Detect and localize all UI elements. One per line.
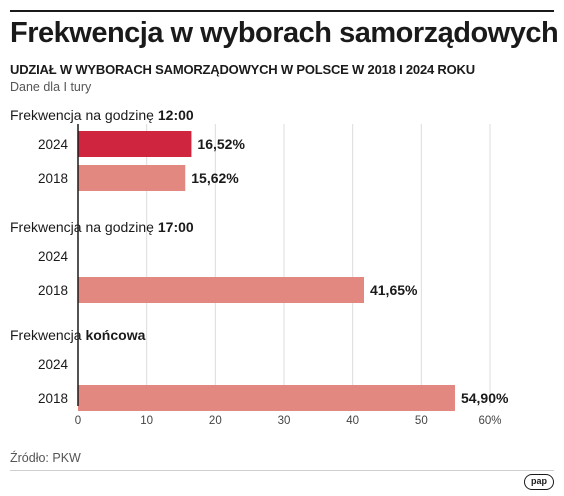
section-title: Frekwencja na godzinę 17:00 xyxy=(10,219,194,235)
bar xyxy=(78,165,186,191)
chart-title: Frekwencja w wyborach samorządowych xyxy=(10,17,559,49)
chart-note: Dane dla I tury xyxy=(10,80,92,94)
value-label: 41,65% xyxy=(370,282,418,298)
year-label: 2024 xyxy=(38,357,69,372)
bottom-rule xyxy=(10,470,554,471)
source-note: Źródło: PKW xyxy=(10,451,81,465)
tick-label: 10 xyxy=(140,415,153,427)
tick-label: 20 xyxy=(209,415,222,427)
value-label: 15,62% xyxy=(191,170,239,186)
chart-subtitle: UDZIAŁ W WYBORACH SAMORZĄDOWYCH W POLSCE… xyxy=(10,62,475,77)
value-label: 16,52% xyxy=(197,136,245,152)
tick-label: 50 xyxy=(415,415,428,427)
bar xyxy=(78,131,192,157)
bar xyxy=(78,385,455,411)
tick-label: 0 xyxy=(75,415,81,427)
tick-label: 40 xyxy=(346,415,359,427)
year-label: 2018 xyxy=(38,171,68,186)
value-label: 54,90% xyxy=(461,390,509,406)
top-rule xyxy=(10,10,554,12)
bar xyxy=(78,277,364,303)
section-title: Frekwencja końcowa xyxy=(10,327,146,343)
year-label: 2024 xyxy=(38,249,69,264)
year-label: 2018 xyxy=(38,391,68,406)
year-label: 2024 xyxy=(38,137,69,152)
pap-logo: pap xyxy=(524,474,554,490)
year-label: 2018 xyxy=(38,283,68,298)
section-title: Frekwencja na godzinę 12:00 xyxy=(10,107,194,123)
tick-label: 60% xyxy=(478,415,501,427)
tick-label: 30 xyxy=(278,415,291,427)
